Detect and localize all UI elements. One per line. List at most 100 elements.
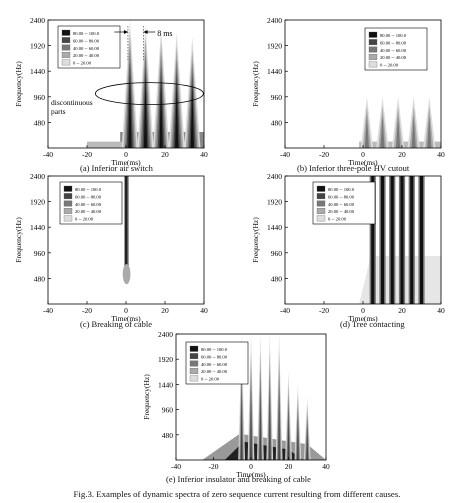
- legend-swatch: [61, 52, 71, 58]
- legend-swatch: [316, 193, 326, 200]
- x-tick-label: -40: [43, 150, 53, 159]
- x-tick-label: 0: [361, 150, 365, 159]
- legend-label: 80.00 -- 100.0: [73, 31, 100, 36]
- spectrum-plot-c: 2400 1920 1440 960 480 -40 -20 0 20 40 Time(ms) Fre…: [14, 172, 208, 323]
- x-axis-label: Time(ms): [348, 158, 378, 167]
- x-tick-label: -20: [319, 306, 329, 315]
- panel-a: 2400 1920 1440 960 480 -40 -20 0 20 40 Time(ms) Fre…: [0, 0, 237, 177]
- x-tick-label: 20: [161, 150, 169, 159]
- legend-swatch: [63, 208, 73, 214]
- x-tick-label: 20: [161, 306, 169, 315]
- spectrum-plot-d: 2400 1920 1440 960 480 -40 -20 0 20 40 Time(ms) Fre…: [251, 172, 445, 323]
- x-axis-label: Time(ms): [111, 158, 141, 167]
- spike: [400, 176, 404, 304]
- y-axis-label: Frequency(Hz): [251, 61, 260, 107]
- spike: [371, 176, 375, 304]
- legend-swatch: [368, 46, 378, 53]
- x-tick-label: -20: [319, 150, 329, 159]
- legend-label: 80.00 -- 100.0: [201, 347, 228, 352]
- spike: [159, 81, 163, 148]
- spike: [390, 176, 394, 304]
- x-tick-label: -20: [209, 462, 219, 471]
- legend-label: 20.00 -- 40.00: [380, 55, 407, 60]
- spike: [125, 176, 128, 267]
- y-tick-label: 1440: [267, 223, 282, 232]
- legend-label: 60.00 -- 80.00: [380, 40, 407, 45]
- y-tick-label: 1920: [30, 198, 45, 207]
- spike: [380, 115, 385, 148]
- y-tick-label: 1440: [158, 380, 173, 389]
- panel-b: 2400 1920 1440 960 480 -40 -20 0 20 40 Time(ms) Fre…: [237, 0, 474, 177]
- legend-swatch: [189, 360, 199, 367]
- legend-swatch: [61, 37, 71, 44]
- base-band: [87, 141, 126, 148]
- legend-swatch: [368, 39, 378, 46]
- y-tick-label: 1920: [158, 355, 173, 364]
- y-tick-label: 480: [34, 274, 46, 283]
- figure-caption: Fig.3. Examples of dynamic spectra of ze…: [73, 489, 401, 499]
- y-axis-label: Frequency(Hz): [142, 374, 151, 420]
- legend-swatch: [63, 215, 73, 222]
- spike: [297, 415, 299, 460]
- y-tick-label: 1440: [30, 67, 45, 76]
- spike: [278, 385, 280, 460]
- legend-label: 80.00 -- 100.0: [380, 33, 407, 38]
- x-tick-label: 0: [361, 306, 365, 315]
- spike: [306, 422, 309, 460]
- legend-label: 0 -- 20.00: [75, 217, 94, 222]
- legend-label: 20.00 -- 40.00: [75, 209, 102, 214]
- spike: [259, 385, 262, 460]
- spike: [411, 115, 416, 148]
- y-tick-label: 960: [34, 93, 46, 102]
- spike: [364, 115, 369, 148]
- spike: [250, 385, 252, 460]
- y-tick-label: 2400: [267, 16, 282, 25]
- x-tick-label: 20: [285, 462, 293, 471]
- x-tick-label: 0: [249, 462, 253, 471]
- x-tick-label: -20: [82, 150, 92, 159]
- spike: [128, 76, 132, 148]
- annotation-parts: parts: [51, 107, 66, 116]
- x-tick-label: 0: [124, 306, 128, 315]
- y-tick-label: 480: [271, 274, 283, 283]
- legend-swatch: [189, 345, 199, 352]
- legend-label: 60.00 -- 80.00: [201, 354, 228, 359]
- legend-label: 60.00 -- 80.00: [75, 194, 102, 199]
- y-tick-label: 960: [271, 93, 283, 102]
- x-tick-label: 0: [124, 150, 128, 159]
- legend-label: 80.00 -- 100.0: [75, 187, 102, 192]
- y-tick-label: 2400: [158, 330, 173, 339]
- legend-swatch: [368, 31, 378, 38]
- legend-swatch: [63, 200, 73, 207]
- y-tick-label: 960: [34, 249, 46, 258]
- legend: 80.00 -- 100.0 60.00 -- 80.00 40.00 -- 60.…: [57, 25, 121, 69]
- spectrum-area: [176, 334, 326, 460]
- legend-label: 20.00 -- 40.00: [328, 209, 355, 214]
- y-tick-label: 1440: [30, 223, 45, 232]
- legend-label: 20.00 -- 40.00: [201, 369, 228, 374]
- panel-d: 2400 1920 1440 960 480 -40 -20 0 20 40 Time(ms) Fre…: [237, 172, 474, 333]
- legend-swatch: [316, 215, 326, 222]
- spike: [427, 115, 432, 148]
- spike: [240, 385, 243, 460]
- legend-label: 0 -- 20.00: [201, 377, 220, 382]
- y-tick-label: 960: [162, 406, 174, 415]
- highlight-ellipse: [94, 82, 204, 105]
- spike: [287, 407, 290, 460]
- legend: 80.00 -- 100.0 60.00 -- 80.00 40.00 -- 60.…: [185, 341, 249, 385]
- legend-label: 0 -- 20.00: [328, 217, 347, 222]
- legend-swatch: [61, 59, 71, 66]
- legend-swatch: [63, 185, 73, 192]
- y-tick-label: 1920: [267, 42, 282, 51]
- spectrum-area: [48, 20, 204, 148]
- legend-swatch: [61, 29, 71, 36]
- legend-label: 0 -- 20.00: [73, 61, 92, 66]
- legend-label: 40.00 -- 60.00: [328, 202, 355, 207]
- x-tick-label: 20: [398, 306, 406, 315]
- x-axis-label: Time(ms): [236, 470, 266, 479]
- y-tick-label: 2400: [30, 16, 45, 25]
- caption-c: (c) Breaking of cable: [80, 319, 152, 329]
- x-tick-label: 40: [437, 150, 445, 159]
- y-tick-label: 960: [271, 249, 283, 258]
- panel-e: 2400 1920 1440 960 480 -40 -20 0 20 40 Time(ms) Fre…: [130, 328, 350, 487]
